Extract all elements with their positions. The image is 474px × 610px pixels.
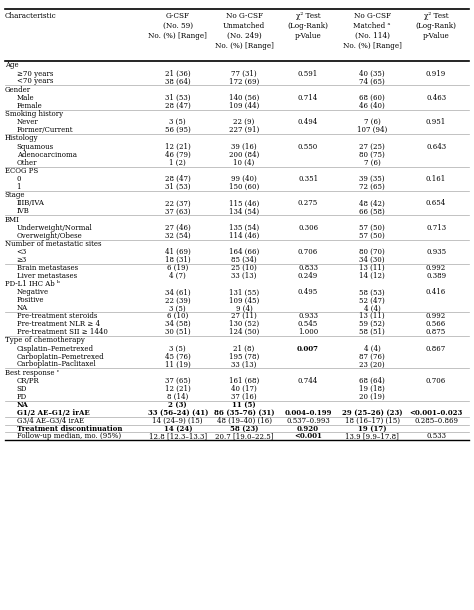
Text: Pre-treatment NLR ≥ 4: Pre-treatment NLR ≥ 4 (17, 320, 100, 328)
Text: 0.951: 0.951 (426, 118, 446, 126)
Text: 0.007: 0.007 (297, 345, 319, 353)
Text: 6 (19): 6 (19) (167, 264, 188, 272)
Text: 0.463: 0.463 (426, 94, 446, 102)
Text: 0.833: 0.833 (298, 264, 318, 272)
Text: 13 (11): 13 (11) (359, 312, 385, 320)
Text: PD: PD (17, 393, 27, 401)
Text: SD: SD (17, 385, 27, 393)
Text: Adenocarcinoma: Adenocarcinoma (17, 151, 77, 159)
Text: ≥70 years: ≥70 years (17, 70, 53, 77)
Text: 11 (5): 11 (5) (232, 401, 256, 409)
Text: 0.919: 0.919 (426, 70, 446, 77)
Text: 4 (4): 4 (4) (364, 304, 381, 312)
Text: 3 (5): 3 (5) (169, 118, 186, 126)
Text: 2 (3): 2 (3) (168, 401, 187, 409)
Text: 28 (47): 28 (47) (165, 102, 191, 110)
Text: Type of chemotherapy: Type of chemotherapy (5, 336, 85, 345)
Text: G3/4 AE–G3/4 irAE: G3/4 AE–G3/4 irAE (17, 417, 84, 425)
Text: Cisplatin–Pemetrexed: Cisplatin–Pemetrexed (17, 345, 93, 353)
Text: Carboplatin–Pemetrexed: Carboplatin–Pemetrexed (17, 353, 104, 361)
Text: 19 (17): 19 (17) (358, 425, 386, 432)
Text: 0.706: 0.706 (298, 248, 318, 256)
Text: 37 (65): 37 (65) (165, 377, 191, 385)
Text: 9 (4): 9 (4) (236, 304, 253, 312)
Text: 4 (4): 4 (4) (364, 345, 381, 353)
Text: 27 (25): 27 (25) (359, 143, 385, 151)
Text: 0.992: 0.992 (426, 264, 446, 272)
Text: 14 (12): 14 (12) (359, 272, 385, 280)
Text: 134 (54): 134 (54) (229, 207, 259, 215)
Text: 114 (46): 114 (46) (229, 232, 259, 240)
Text: 31 (53): 31 (53) (165, 183, 191, 191)
Text: 31 (53): 31 (53) (165, 94, 191, 102)
Text: 0.706: 0.706 (426, 377, 446, 385)
Text: 140 (56): 140 (56) (229, 94, 259, 102)
Text: 11 (19): 11 (19) (165, 361, 191, 368)
Text: 34 (30): 34 (30) (359, 256, 385, 264)
Text: 172 (69): 172 (69) (229, 77, 259, 85)
Text: 19 (18): 19 (18) (359, 385, 385, 393)
Text: Former/Current: Former/Current (17, 126, 73, 134)
Text: Never: Never (17, 118, 38, 126)
Text: 164 (66): 164 (66) (229, 248, 259, 256)
Text: 74 (65): 74 (65) (359, 77, 385, 85)
Text: 135 (54): 135 (54) (229, 224, 259, 232)
Text: 8 (14): 8 (14) (167, 393, 188, 401)
Text: χ² Test
(Log-Rank)
p-Value: χ² Test (Log-Rank) p-Value (416, 12, 456, 40)
Text: 0.935: 0.935 (426, 248, 446, 256)
Text: 59 (52): 59 (52) (359, 320, 385, 328)
Text: 13.9 [9.9–17.8]: 13.9 [9.9–17.8] (345, 432, 399, 440)
Text: 0.161: 0.161 (426, 175, 446, 183)
Text: 1 (2): 1 (2) (169, 159, 186, 167)
Text: 195 (78): 195 (78) (229, 353, 259, 361)
Text: Stage: Stage (5, 191, 25, 199)
Text: Follow-up median, mo. (95%): Follow-up median, mo. (95%) (17, 432, 121, 440)
Text: No G-CSF
Matched ᵃ
(No. 114)
No. (%) [Range]: No G-CSF Matched ᵃ (No. 114) No. (%) [Ra… (343, 12, 401, 49)
Text: 58 (53): 58 (53) (359, 289, 385, 296)
Text: NA: NA (17, 304, 27, 312)
Text: 14 (24–9) (15): 14 (24–9) (15) (153, 417, 203, 425)
Text: 0.933: 0.933 (298, 312, 318, 320)
Text: 0.306: 0.306 (298, 224, 318, 232)
Text: 0.654: 0.654 (426, 199, 446, 207)
Text: 27 (11): 27 (11) (231, 312, 257, 320)
Text: 107 (94): 107 (94) (357, 126, 387, 134)
Text: 34 (61): 34 (61) (165, 289, 191, 296)
Text: 22 (9): 22 (9) (234, 118, 255, 126)
Text: 58 (23): 58 (23) (230, 425, 258, 432)
Text: 0.389: 0.389 (426, 272, 446, 280)
Text: 0: 0 (17, 175, 21, 183)
Text: 200 (84): 200 (84) (229, 151, 259, 159)
Text: 58 (51): 58 (51) (359, 328, 385, 336)
Text: 0.494: 0.494 (298, 118, 318, 126)
Text: 20.7 [19.0–22.5]: 20.7 [19.0–22.5] (215, 432, 273, 440)
Text: 57 (50): 57 (50) (359, 224, 385, 232)
Text: Pre-treatment SII ≥ 1440: Pre-treatment SII ≥ 1440 (17, 328, 108, 336)
Text: Squamous: Squamous (17, 143, 54, 151)
Text: 18 (31): 18 (31) (165, 256, 191, 264)
Text: 13 (11): 13 (11) (359, 264, 385, 272)
Text: 33 (13): 33 (13) (231, 272, 257, 280)
Text: 12 (21): 12 (21) (165, 385, 191, 393)
Text: Best response ᶜ: Best response ᶜ (5, 368, 59, 377)
Text: 40 (35): 40 (35) (359, 70, 385, 77)
Text: 109 (45): 109 (45) (229, 296, 259, 304)
Text: Smoking history: Smoking history (5, 110, 63, 118)
Text: 20 (19): 20 (19) (359, 393, 385, 401)
Text: 40 (17): 40 (17) (231, 385, 257, 393)
Text: Treatment discontinuation: Treatment discontinuation (17, 425, 122, 432)
Text: 28 (47): 28 (47) (165, 175, 191, 183)
Text: ≥3: ≥3 (17, 256, 27, 264)
Text: Number of metastatic sites: Number of metastatic sites (5, 240, 101, 248)
Text: 86 (35–76) (31): 86 (35–76) (31) (214, 409, 274, 417)
Text: 25 (10): 25 (10) (231, 264, 257, 272)
Text: 0.550: 0.550 (298, 143, 318, 151)
Text: 12 (21): 12 (21) (165, 143, 191, 151)
Text: 0.249: 0.249 (298, 272, 318, 280)
Text: 39 (16): 39 (16) (231, 143, 257, 151)
Text: Male: Male (17, 94, 34, 102)
Text: 161 (68): 161 (68) (229, 377, 259, 385)
Text: 0.495: 0.495 (298, 289, 318, 296)
Text: 57 (50): 57 (50) (359, 232, 385, 240)
Text: Liver metastases: Liver metastases (17, 272, 77, 280)
